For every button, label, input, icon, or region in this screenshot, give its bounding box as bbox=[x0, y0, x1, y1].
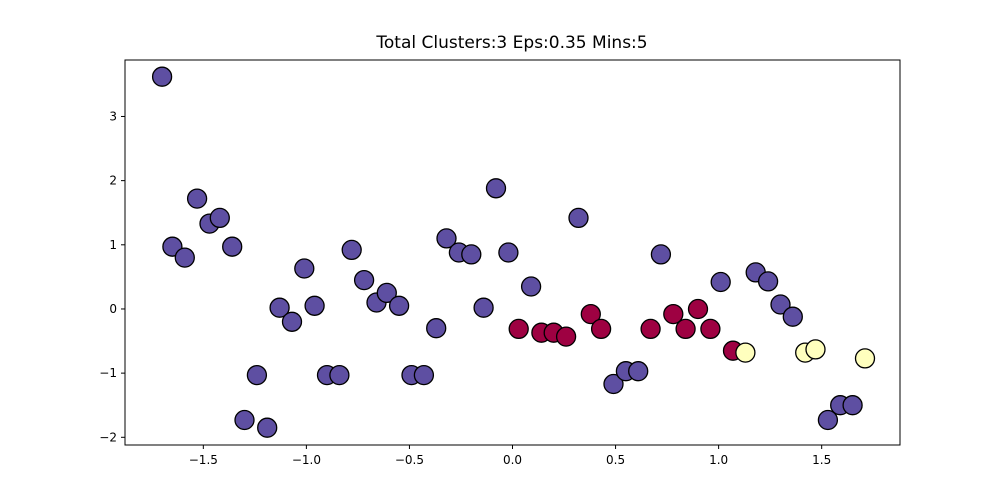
cluster-0-point-22 bbox=[413, 364, 435, 386]
x-tick-label: 0.0 bbox=[503, 453, 522, 467]
cluster-1-point-10 bbox=[700, 318, 721, 340]
x-tick-label: −0.5 bbox=[395, 453, 424, 467]
cluster-0-point-5 bbox=[209, 207, 230, 229]
cluster-0-point-15 bbox=[329, 364, 350, 386]
cluster-0-point-41 bbox=[817, 409, 839, 431]
y-tick-label: 0 bbox=[109, 302, 117, 316]
cluster-0-point-2 bbox=[174, 247, 195, 268]
cluster-2-point-2 bbox=[805, 339, 826, 360]
cluster-0-point-36 bbox=[710, 271, 731, 293]
cluster-0-point-28 bbox=[485, 178, 507, 199]
cluster-0-point-16 bbox=[341, 239, 362, 261]
x-tick-label: −1.0 bbox=[292, 453, 321, 467]
y-tick-label: 2 bbox=[109, 174, 117, 188]
cluster-0-point-19 bbox=[376, 282, 397, 304]
cluster-1-point-8 bbox=[675, 318, 696, 340]
cluster-0-point-17 bbox=[353, 269, 375, 291]
x-tick-label: 0.5 bbox=[606, 453, 625, 467]
cluster-0-point-29 bbox=[498, 242, 519, 263]
cluster-0-point-38 bbox=[757, 271, 779, 292]
cluster-0-point-20 bbox=[388, 295, 410, 316]
cluster-0-point-0 bbox=[151, 66, 173, 87]
y-tick-label: −2 bbox=[99, 430, 117, 444]
x-axis: −1.5 −1.0 −0.5 0.0 0.5 1.0 1.5 bbox=[189, 445, 831, 467]
cluster-1-point-9 bbox=[687, 298, 709, 320]
cluster-0-point-27 bbox=[473, 297, 494, 318]
cluster-0-point-8 bbox=[246, 364, 268, 386]
x-tick-label: 1.5 bbox=[812, 453, 831, 467]
cluster-0-point-32 bbox=[603, 373, 624, 395]
cluster-0-point-24 bbox=[436, 228, 457, 249]
cluster-0-point-10 bbox=[269, 297, 290, 318]
cluster-1-point-0 bbox=[508, 318, 529, 340]
y-tick-label: −1 bbox=[99, 366, 117, 380]
cluster-0-point-13 bbox=[304, 295, 325, 316]
cluster-0-point-7 bbox=[234, 409, 255, 431]
cluster-2-point-3 bbox=[854, 348, 876, 369]
cluster-0-point-11 bbox=[281, 311, 303, 332]
cluster-0-point-31 bbox=[568, 207, 589, 229]
cluster-1-point-3 bbox=[555, 326, 577, 347]
cluster-1-point-4 bbox=[580, 303, 601, 325]
cluster-1-point-7 bbox=[663, 303, 684, 325]
cluster-0-point-23 bbox=[426, 318, 447, 339]
y-axis: −2 −1 0 1 2 3 bbox=[99, 109, 125, 444]
x-tick-label: 1.0 bbox=[709, 453, 728, 467]
y-tick-label: 3 bbox=[109, 109, 117, 123]
cluster-0-point-30 bbox=[520, 276, 542, 297]
cluster-1-point-6 bbox=[640, 318, 661, 340]
cluster-0-point-9 bbox=[257, 417, 278, 438]
chart-title: Total Clusters:3 Eps:0.35 Mins:5 bbox=[375, 33, 647, 53]
cluster-0-point-39 bbox=[770, 294, 791, 315]
x-tick-label: −1.5 bbox=[189, 453, 218, 467]
cluster-0-point-40 bbox=[782, 306, 803, 327]
cluster-0-point-12 bbox=[294, 258, 315, 279]
cluster-0-point-26 bbox=[461, 244, 482, 265]
y-tick-label: 1 bbox=[109, 238, 117, 252]
cluster-0-point-34 bbox=[628, 361, 649, 382]
points-layer bbox=[151, 66, 876, 438]
cluster-1-point-5 bbox=[590, 318, 612, 340]
cluster-0-point-3 bbox=[186, 188, 208, 209]
cluster-2-point-0 bbox=[735, 342, 756, 363]
cluster-0-point-35 bbox=[650, 244, 672, 265]
cluster-0-point-43 bbox=[842, 395, 863, 416]
cluster-0-point-6 bbox=[222, 236, 243, 257]
